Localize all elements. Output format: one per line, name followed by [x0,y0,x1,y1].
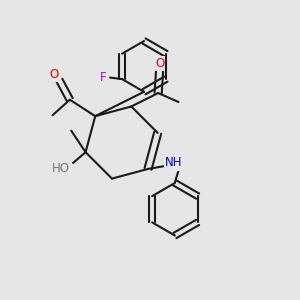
Text: F: F [100,71,106,84]
Text: O: O [50,68,59,81]
Text: NH: NH [165,157,182,169]
Text: HO: HO [52,162,70,176]
Text: O: O [155,57,164,70]
